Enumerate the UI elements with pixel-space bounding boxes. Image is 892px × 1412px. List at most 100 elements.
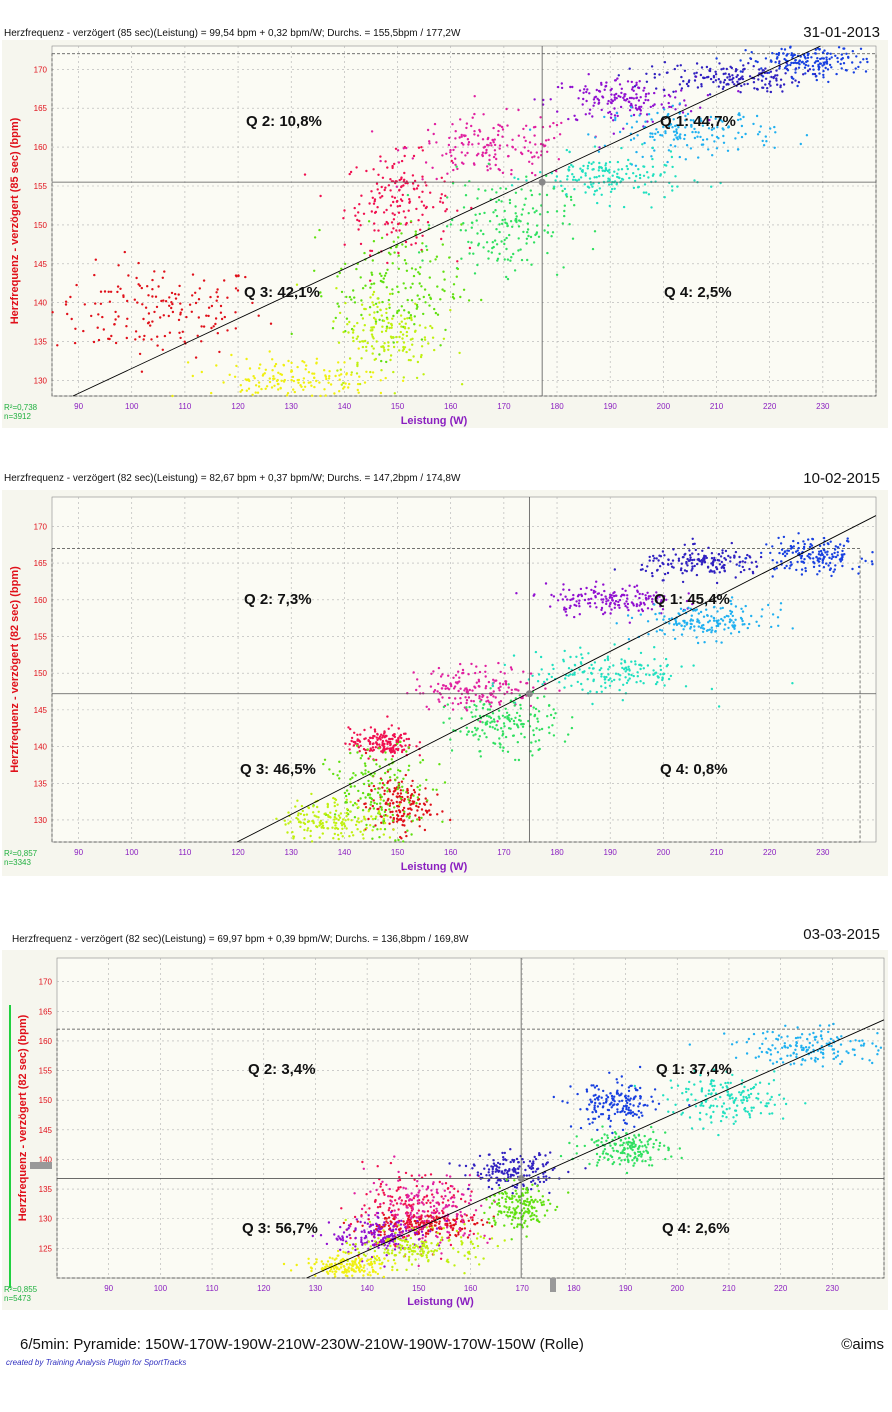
data-point — [593, 190, 597, 193]
data-point — [452, 1224, 456, 1227]
data-point — [399, 198, 403, 201]
data-point — [749, 556, 752, 559]
data-point — [66, 312, 69, 316]
data-point — [683, 609, 687, 612]
data-point — [313, 372, 316, 375]
data-point — [395, 245, 398, 249]
data-point — [481, 721, 484, 724]
data-point — [216, 332, 219, 335]
data-point — [710, 570, 714, 573]
data-point — [653, 76, 656, 79]
data-point — [436, 285, 439, 288]
data-point — [458, 676, 461, 679]
data-point — [583, 88, 586, 91]
data-point — [452, 676, 455, 679]
data-point — [388, 808, 391, 811]
data-point — [658, 628, 662, 632]
data-point — [352, 329, 355, 332]
data-point — [268, 350, 271, 353]
data-point — [305, 813, 309, 816]
data-point — [600, 690, 603, 693]
data-point — [373, 1236, 376, 1239]
data-point — [736, 80, 739, 84]
data-point — [450, 749, 454, 752]
data-point — [696, 135, 699, 138]
data-point — [668, 622, 671, 625]
data-point — [506, 1171, 509, 1175]
data-point — [804, 72, 807, 75]
data-point — [372, 825, 375, 828]
data-point — [484, 670, 487, 673]
data-point — [821, 64, 824, 67]
data-point — [772, 76, 775, 80]
data-point — [380, 778, 383, 782]
data-point — [428, 140, 431, 143]
data-point — [501, 749, 505, 752]
data-point — [490, 144, 493, 147]
data-point — [489, 716, 493, 720]
data-point — [720, 560, 723, 564]
data-point — [639, 667, 642, 671]
data-point — [478, 695, 481, 698]
quadrant-label-q3: Q 3: 42,1% — [244, 284, 320, 301]
data-point — [403, 317, 406, 321]
data-point — [380, 185, 383, 189]
data-point — [727, 626, 730, 630]
x-tick-label: 150 — [412, 1284, 426, 1293]
data-point — [690, 569, 693, 572]
data-point — [674, 96, 677, 99]
data-point — [516, 724, 519, 727]
data-point — [457, 670, 460, 673]
x-tick-label: 140 — [360, 1284, 374, 1293]
data-point — [764, 57, 768, 60]
data-point — [179, 313, 182, 316]
data-point — [337, 341, 341, 344]
data-point — [370, 210, 373, 213]
data-point — [373, 200, 376, 203]
data-point — [417, 1215, 421, 1219]
data-point — [644, 98, 647, 102]
data-point — [598, 146, 601, 149]
data-point — [802, 545, 806, 549]
data-point — [183, 340, 186, 343]
data-point — [689, 110, 693, 113]
data-point — [450, 1224, 453, 1227]
data-point — [683, 133, 687, 137]
data-point — [715, 566, 718, 569]
data-point — [498, 223, 501, 226]
data-point — [679, 607, 683, 610]
data-point — [371, 774, 374, 778]
data-point — [149, 324, 152, 327]
data-point — [667, 677, 671, 681]
data-point — [378, 782, 382, 785]
data-point — [476, 1174, 479, 1177]
data-point — [611, 174, 614, 177]
data-point — [452, 1204, 455, 1208]
data-point — [655, 557, 658, 560]
data-point — [272, 377, 275, 380]
data-point — [817, 553, 821, 556]
data-point — [375, 182, 379, 185]
data-point — [507, 686, 510, 689]
data-point — [349, 727, 352, 731]
data-point — [381, 782, 385, 785]
data-point — [720, 641, 723, 644]
data-point — [386, 814, 389, 818]
data-point — [306, 829, 309, 832]
data-point — [653, 138, 656, 142]
data-point — [762, 69, 765, 72]
data-point — [676, 64, 679, 68]
data-point — [416, 1199, 419, 1202]
data-point — [552, 708, 555, 711]
data-point — [460, 141, 464, 145]
data-point — [385, 734, 388, 738]
data-point — [430, 1189, 433, 1192]
data-point — [534, 233, 537, 237]
data-point — [415, 688, 418, 692]
data-point — [533, 98, 536, 101]
data-point — [422, 373, 425, 376]
x-tick-label: 90 — [104, 1284, 113, 1293]
data-point — [379, 1205, 382, 1208]
data-point — [666, 71, 669, 74]
data-point — [715, 135, 719, 139]
